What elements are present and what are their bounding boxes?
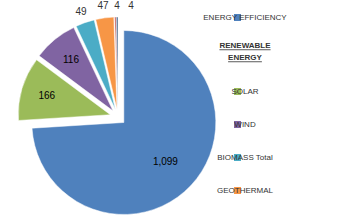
svg-text:SOLAR: SOLAR (231, 87, 258, 96)
svg-text:ENERGY: ENERGY (228, 53, 262, 62)
svg-text:166: 166 (38, 90, 55, 101)
svg-text:4: 4 (114, 0, 120, 11)
svg-text:47: 47 (98, 0, 110, 11)
svg-text:116: 116 (63, 54, 79, 65)
svg-text:WIND: WIND (234, 120, 256, 129)
svg-text:RENEWABLE: RENEWABLE (219, 41, 271, 50)
svg-text:1,099: 1,099 (153, 156, 178, 167)
svg-text:ENERGY EFFICIENCY: ENERGY EFFICIENCY (203, 13, 287, 22)
svg-text:49: 49 (75, 6, 87, 17)
svg-text:GEOTHERMAL: GEOTHERMAL (217, 186, 274, 195)
svg-text:BIOMASS Total: BIOMASS Total (217, 153, 273, 162)
svg-text:4: 4 (128, 0, 134, 11)
